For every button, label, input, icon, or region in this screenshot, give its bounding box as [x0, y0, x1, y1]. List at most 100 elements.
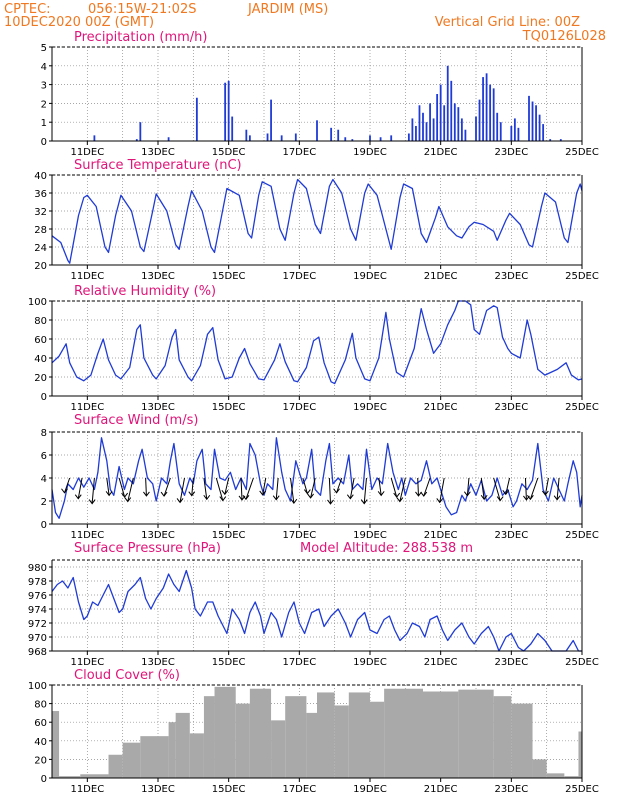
x-tick-label: 17DEC [282, 402, 316, 413]
wind-arrow [544, 477, 549, 496]
cloud-bar [249, 688, 272, 778]
cloud-bar [122, 742, 141, 778]
x-tick-label: 11DEC [70, 784, 104, 795]
y-tick-label: 32 [34, 207, 47, 218]
x-tick-label: 23DEC [494, 530, 528, 541]
wind-arrow-head [242, 494, 250, 501]
cloud-bar [348, 692, 370, 778]
precip-bar [513, 118, 516, 141]
x-tick-label: 25DEC [565, 530, 599, 541]
panel-3: Relative Humidity (%) 0 20 40 60 80 100 11DEC 13… [28, 284, 599, 413]
x-tick-label: 25DEC [565, 147, 599, 158]
precip-bar [464, 129, 467, 141]
precip-bar [443, 105, 446, 141]
precip-bar [453, 103, 456, 141]
precip-bar [478, 99, 481, 141]
precip-bar [457, 107, 460, 141]
y-tick-label: 28 [34, 225, 47, 236]
series-line [51, 569, 582, 652]
wind-arrow [423, 477, 431, 497]
wind-arrow [118, 477, 126, 498]
wind-arrow [262, 477, 267, 496]
wind-arrow-head [272, 495, 280, 501]
wind-arrow-head [160, 491, 168, 497]
wind-arrow [524, 477, 527, 500]
wind-arrow [215, 477, 224, 501]
wind-arrow [290, 477, 295, 504]
panel-title: Relative Humidity (%) [74, 284, 216, 299]
x-tick-label: 25DEC [565, 657, 599, 668]
precip-bar [351, 139, 354, 141]
x-tick-label: 17DEC [282, 271, 316, 282]
precip-bar [496, 112, 499, 141]
wind-arrow-head [221, 490, 229, 496]
y-tick-label: 5 [41, 43, 47, 54]
wind-arrow [390, 477, 398, 498]
panel-5: Surface Pressure (hPa) Model Altitude: 28… [28, 541, 599, 668]
wind-arrow-head [61, 488, 68, 494]
y-tick-label: 0 [41, 137, 47, 148]
cloud-bar [546, 773, 565, 778]
precip-bar [499, 122, 502, 141]
x-tick-label: 17DEC [282, 147, 316, 158]
x-tick-label: 19DEC [353, 657, 387, 668]
x-tick-label: 23DEC [494, 271, 528, 282]
wind-arrow-head [377, 491, 385, 497]
x-tick-label: 13DEC [141, 147, 175, 158]
y-tick-label: 40 [34, 737, 47, 748]
precip-bar [379, 137, 382, 141]
precip-bar [411, 118, 414, 141]
wind-arrow-head [333, 488, 340, 494]
wind-arrow-head [480, 494, 488, 501]
wind-arrow [493, 477, 501, 501]
wind-arrow-head [502, 490, 510, 496]
wind-arrow-head [415, 491, 422, 497]
x-tick-label: 15DEC [212, 271, 246, 282]
y-tick-label: 20 [34, 755, 47, 766]
wind-arrow [439, 477, 445, 503]
x-tick-label: 21DEC [424, 784, 458, 795]
cloud-bar [493, 696, 512, 778]
cloud-bar [175, 712, 190, 778]
wind-arrow [91, 477, 95, 504]
wind-arrow-head [303, 489, 311, 495]
precip-bar [510, 125, 513, 141]
precip-bar [330, 127, 333, 141]
precip-bar [390, 135, 393, 141]
wind-arrow [328, 477, 331, 504]
y-tick-label: 3 [41, 81, 47, 92]
x-tick-label: 19DEC [353, 530, 387, 541]
wind-arrow [127, 477, 134, 502]
y-tick-label: 976 [28, 591, 47, 602]
wind-arrow-head [176, 498, 184, 504]
wind-arrow [336, 477, 343, 493]
precip-bar [280, 135, 283, 141]
x-tick-label: 17DEC [282, 657, 316, 668]
x-tick-label: 19DEC [353, 147, 387, 158]
y-tick-label: 974 [28, 605, 47, 616]
wind-arrow-head [259, 490, 267, 496]
wind-arrow-head [74, 494, 82, 500]
cloud-bar [458, 689, 494, 778]
header-station: JARDIM (MS) [247, 2, 328, 17]
wind-arrow-head [203, 494, 211, 501]
y-tick-label: 100 [28, 297, 47, 308]
y-tick-label: 40 [34, 354, 47, 365]
precip-bar [429, 103, 431, 141]
cloud-bar [285, 696, 307, 778]
x-tick-label: 17DEC [282, 784, 316, 795]
y-tick-label: 8 [41, 428, 47, 439]
wind-arrow-head [541, 490, 549, 496]
precip-bar [316, 120, 318, 141]
series-line [51, 300, 583, 385]
cloud-bar [140, 736, 169, 778]
wind-arrow-head [436, 498, 444, 504]
wind-arrow [556, 477, 560, 500]
precip-bar [489, 84, 492, 141]
cloud-bar [52, 711, 60, 778]
series-line [51, 437, 583, 519]
cloud-bar [168, 722, 176, 778]
x-tick-label: 13DEC [141, 657, 175, 668]
wind-arrow-head [553, 495, 561, 501]
precip-bar [425, 122, 428, 141]
